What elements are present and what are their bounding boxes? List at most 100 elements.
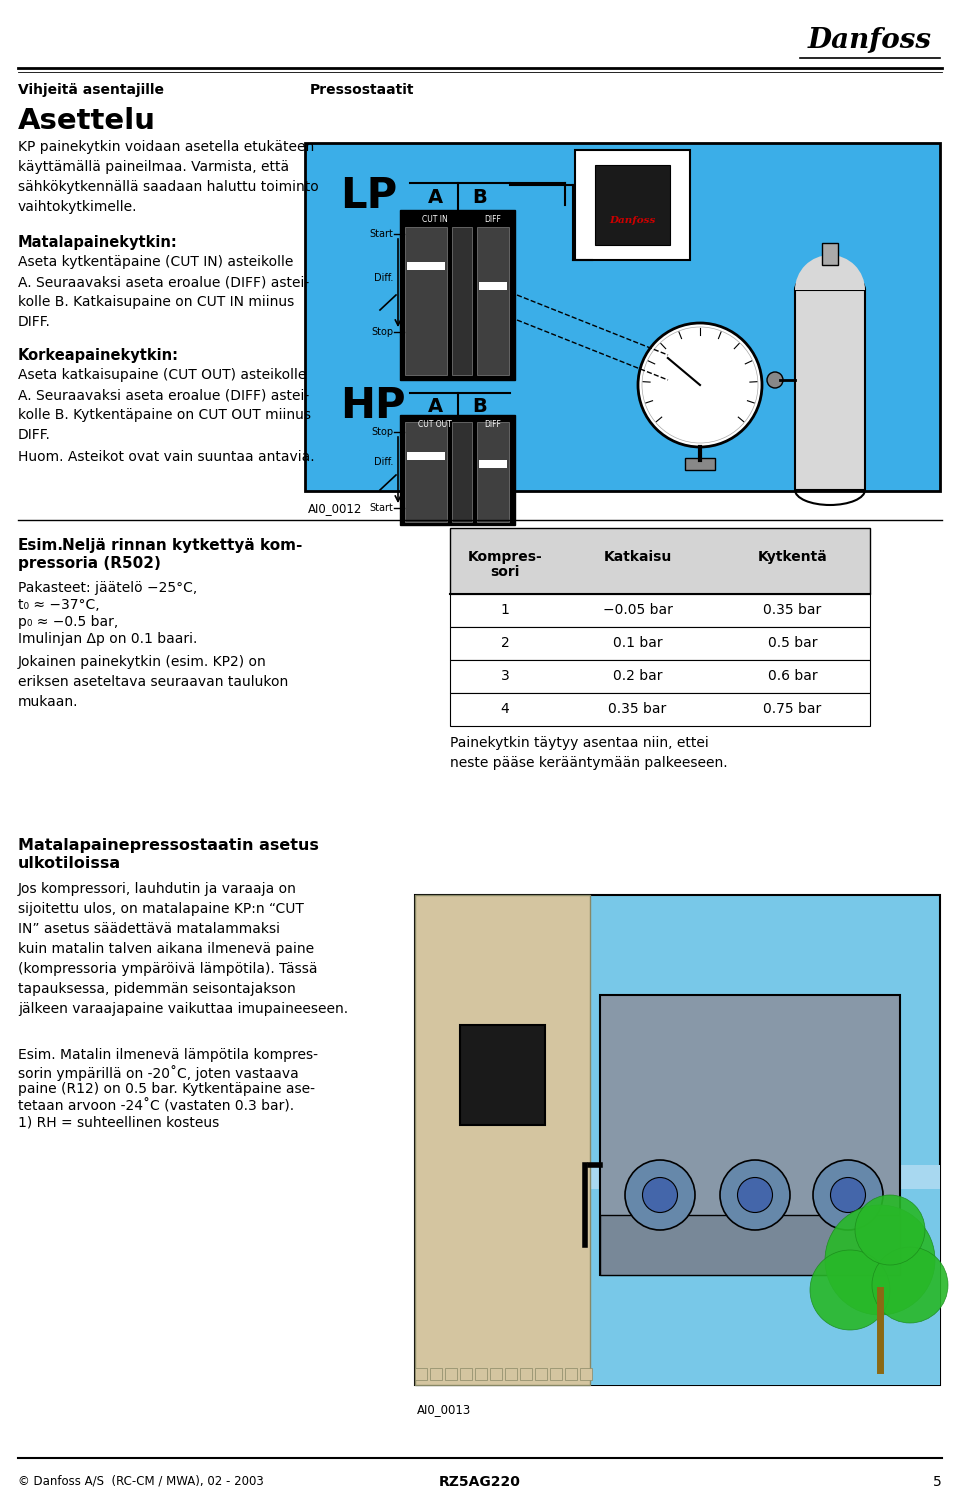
Text: Esim.: Esim. [18, 539, 64, 554]
Bar [415, 895, 590, 1385]
Text: HP: HP [340, 384, 406, 426]
Text: Stop: Stop [371, 426, 393, 437]
Text: Diff.: Diff. [373, 456, 393, 467]
Bar [575, 150, 690, 260]
Text: 0.75 bar: 0.75 bar [763, 702, 822, 717]
Text: Imulinjan Δp on 0.1 baari.: Imulinjan Δp on 0.1 baari. [18, 631, 198, 646]
Text: Danfoss: Danfoss [808, 27, 932, 54]
Bar [600, 995, 900, 1275]
Circle shape [737, 1177, 773, 1212]
Text: 3: 3 [500, 669, 510, 684]
Text: 2: 2 [500, 636, 510, 649]
Bar [477, 227, 509, 375]
Bar [415, 1367, 427, 1379]
Text: Painekytkin täytyy asentaa niin, ettei
neste pääse kerääntymään palkeeseen.: Painekytkin täytyy asentaa niin, ettei n… [450, 736, 728, 769]
Text: DIFF: DIFF [485, 215, 501, 224]
Bar [405, 227, 447, 375]
Wedge shape [795, 254, 865, 290]
Bar [415, 1164, 940, 1385]
Text: tetaan arvoon -24˚C (vastaten 0.3 bar).: tetaan arvoon -24˚C (vastaten 0.3 bar). [18, 1100, 294, 1113]
Text: Danfoss: Danfoss [609, 215, 655, 224]
Bar [460, 1025, 545, 1125]
Circle shape [642, 328, 758, 443]
Bar [450, 693, 870, 726]
Bar [415, 1189, 940, 1385]
Bar [460, 1367, 472, 1379]
Text: 4: 4 [500, 702, 510, 717]
Text: sorin ympärillä on -20˚C, joten vastaava: sorin ympärillä on -20˚C, joten vastaava [18, 1065, 299, 1082]
Text: Start: Start [370, 503, 393, 513]
Bar [565, 1367, 577, 1379]
Circle shape [720, 1159, 790, 1230]
Text: Kytkentä: Kytkentä [757, 551, 828, 564]
Bar [405, 422, 447, 522]
Text: Katkaisu: Katkaisu [604, 551, 672, 564]
Text: Korkeapainekytkin:: Korkeapainekytkin: [18, 349, 179, 364]
Circle shape [813, 1159, 883, 1230]
Bar [520, 1367, 532, 1379]
Text: DIFF: DIFF [485, 420, 501, 429]
Text: AI0_0012: AI0_0012 [308, 503, 362, 515]
Bar [822, 242, 838, 265]
Text: Neljä rinnan kytkettyä kom-: Neljä rinnan kytkettyä kom- [62, 539, 302, 554]
Text: Aseta katkaisupaine (CUT OUT) asteikolle
A. Seuraavaksi aseta eroalue (DIFF) ast: Aseta katkaisupaine (CUT OUT) asteikolle… [18, 368, 311, 443]
Text: sori: sori [491, 565, 519, 579]
Text: Matalapainekytkin:: Matalapainekytkin: [18, 235, 178, 250]
Bar [600, 1215, 900, 1275]
Bar [685, 458, 715, 470]
Text: Start: Start [370, 229, 393, 239]
Text: A: A [427, 396, 443, 416]
Text: ulkotiloissa: ulkotiloissa [18, 856, 121, 871]
Text: p₀ ≈ −0.5 bar,: p₀ ≈ −0.5 bar, [18, 615, 118, 628]
Circle shape [767, 373, 783, 387]
Circle shape [642, 1177, 678, 1212]
Bar [550, 1367, 562, 1379]
Text: Kompres-: Kompres- [468, 551, 542, 564]
Text: Jos kompressori, lauhdutin ja varaaja on
sijoitettu ulos, on matalapaine KP:n “C: Jos kompressori, lauhdutin ja varaaja on… [18, 883, 348, 1016]
Bar [452, 227, 472, 375]
Text: −0.05 bar: −0.05 bar [603, 603, 672, 616]
Text: A: A [427, 188, 443, 206]
Bar [490, 1367, 502, 1379]
Bar [305, 144, 940, 491]
Text: Vihjeitä asentajille: Vihjeitä asentajille [18, 82, 164, 97]
Text: 0.2 bar: 0.2 bar [612, 669, 662, 684]
Text: Pakasteet: jäätelö −25°C,: Pakasteet: jäätelö −25°C, [18, 580, 197, 595]
Text: pressoria (R502): pressoria (R502) [18, 557, 161, 571]
Text: 0.35 bar: 0.35 bar [763, 603, 822, 616]
Text: 1: 1 [500, 603, 510, 616]
Text: CUT OUT: CUT OUT [419, 420, 452, 429]
Bar [407, 262, 445, 269]
Circle shape [872, 1248, 948, 1322]
Text: AI0_0013: AI0_0013 [417, 1403, 471, 1417]
Text: Huom. Asteikot ovat vain suuntaa antavia.: Huom. Asteikot ovat vain suuntaa antavia… [18, 450, 315, 464]
Bar [400, 414, 515, 525]
Bar [477, 422, 509, 522]
Bar [795, 290, 865, 491]
Circle shape [855, 1195, 925, 1266]
Text: RZ5AG220: RZ5AG220 [439, 1475, 521, 1489]
Circle shape [625, 1159, 695, 1230]
Text: Diff.: Diff. [373, 272, 393, 283]
Bar [595, 165, 670, 245]
Text: 1) RH = suhteellinen kosteus: 1) RH = suhteellinen kosteus [18, 1116, 219, 1129]
Text: Asettelu: Asettelu [18, 108, 156, 135]
Bar [479, 283, 507, 290]
Bar [450, 528, 870, 594]
Text: 0.1 bar: 0.1 bar [612, 636, 662, 649]
Text: 0.5 bar: 0.5 bar [768, 636, 817, 649]
Text: Stop: Stop [371, 328, 393, 337]
Text: Matalapainepressostaatin asetus: Matalapainepressostaatin asetus [18, 838, 319, 853]
Circle shape [810, 1251, 890, 1330]
Bar [505, 1367, 517, 1379]
Text: LP: LP [340, 175, 397, 217]
Text: Jokainen painekytkin (esim. KP2) on
eriksen aseteltava seuraavan taulukon
mukaan: Jokainen painekytkin (esim. KP2) on erik… [18, 655, 288, 709]
Bar [452, 422, 472, 522]
Text: B: B [472, 396, 488, 416]
Text: 0.35 bar: 0.35 bar [609, 702, 666, 717]
Bar [400, 209, 515, 380]
Bar [535, 1367, 547, 1379]
Bar [475, 1367, 487, 1379]
Text: Aseta kytkentäpaine (CUT IN) asteikolle
A. Seuraavaksi aseta eroalue (DIFF) aste: Aseta kytkentäpaine (CUT IN) asteikolle … [18, 254, 309, 329]
Text: Pressostaatit: Pressostaatit [310, 82, 415, 97]
